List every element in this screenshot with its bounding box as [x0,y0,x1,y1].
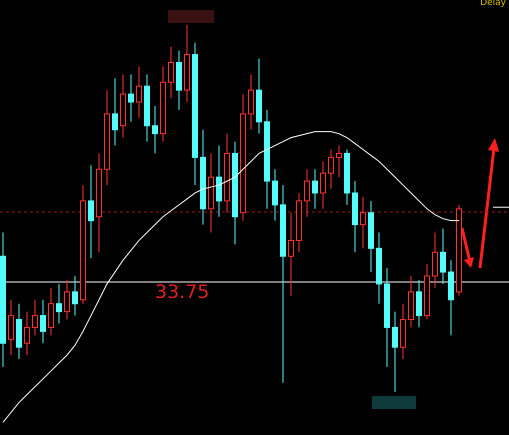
candle-body [360,212,366,226]
candle-body [168,61,174,83]
candle-body [72,291,78,305]
candle-body [200,156,206,210]
arrow [460,227,472,263]
moving-average [2,131,459,423]
candle-body [272,180,278,206]
candle-body [40,315,46,332]
candle-body [232,152,238,218]
candle-body [32,315,38,328]
candle-body [264,121,270,182]
candle-body [320,172,326,194]
candle-body [408,291,414,321]
candle-body [432,251,438,277]
candle-body [312,180,318,194]
candle-body [224,152,230,202]
candle-body [128,93,134,103]
arrow-head [488,138,499,152]
candle-body [336,152,342,158]
blurred-label [372,396,416,409]
candle-body [248,89,254,115]
candle-body [96,168,102,218]
candle-body [352,192,358,226]
candle-body [208,176,214,210]
candle-body [80,200,86,301]
candle-body [240,113,246,214]
candle-body [304,180,310,202]
candle-body [0,255,6,344]
candle-body [104,113,110,170]
candle-body [416,291,422,317]
candle-body [328,156,334,174]
candle-body [192,54,198,158]
candle-body [392,326,398,348]
candle-body [184,54,190,91]
candle-body [456,208,462,293]
candle-body [144,85,150,127]
candle-body [216,176,222,202]
candle-body [256,89,262,123]
candle-body [400,319,406,348]
candle-body [48,303,54,328]
candle-body [288,239,294,257]
candle-body [424,275,430,317]
candle-body [120,93,126,127]
candle-body [280,204,286,257]
candle-body [176,61,182,91]
candle-body [440,251,446,273]
status-label: Delay [480,0,506,8]
arrow-head [464,257,474,268]
candle-body [112,113,118,131]
candle-body [88,200,94,222]
candle-body [344,152,350,194]
blurred-label [168,10,214,23]
arrow [478,147,496,269]
candle-body [64,291,70,313]
candle-body [296,200,302,241]
candle-body [8,315,14,340]
candle-body [16,319,22,348]
candle-body [368,212,374,249]
candle-body [448,271,454,301]
level-label: 33.75 [155,281,209,303]
arrows [460,138,499,269]
candle-body [136,85,142,103]
candle-body [56,303,62,313]
candle-body [376,247,382,285]
candle-body [384,283,390,328]
candle-body [152,125,158,135]
candle-body [160,81,166,135]
candle-body [24,326,30,344]
